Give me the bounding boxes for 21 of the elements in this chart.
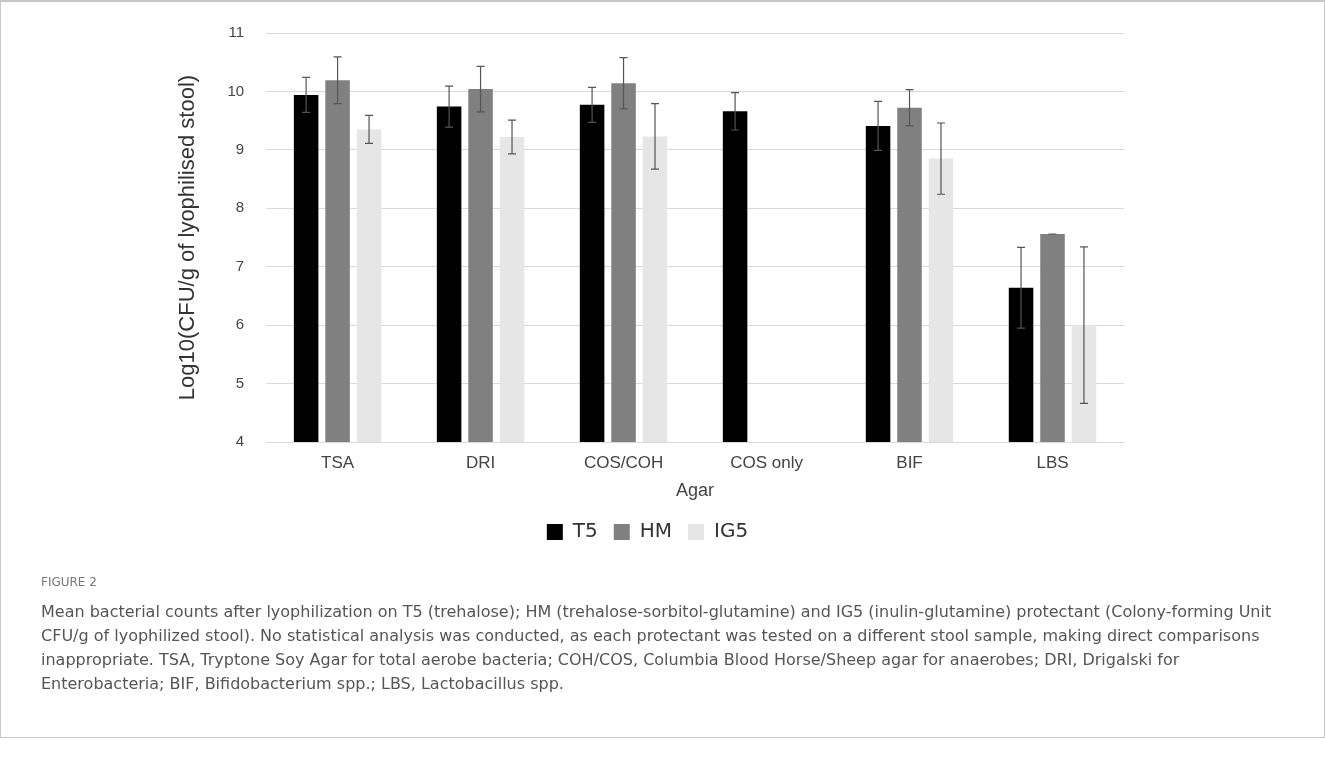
y-tick-label: 9	[235, 140, 245, 157]
y-tick-label: 4	[235, 432, 245, 450]
x-tick-label: COS only	[730, 452, 804, 472]
x-tick-label: DRI	[465, 452, 496, 472]
y-tick-label: 6	[235, 315, 245, 333]
y-tick-label: 8	[235, 198, 245, 216]
x-tick-label: BIF	[896, 452, 923, 472]
legend-label: HM	[639, 518, 673, 543]
legend-label: IG5	[714, 518, 749, 543]
legend-label: T5	[571, 518, 598, 543]
y-axis-title: Log10(CFU/g of lyophilised stool)	[174, 74, 200, 401]
text: Mean bacterial counts after lyophilization on T5 (trehalose); HM (trehalose-sorbitol-glutamine) and IG5 (inulin-glutamine) protectant (Colony-forming Unit CFU/g of lyophilized stool). No statistical analysis was conducted, as each protectant was tested on a different stool sample, making direct comparisons inappropriate. TSA, Tryptone Soy Agar for total aerobe bacteria; COH/COS, Columbia Blood Horse/Sheep agar for anaerobes; DRI, Drigalski for Enterobacteria; BIF, Bifidobacterium spp.; LBS, Lactobacillus spp.	[41, 601, 1273, 695]
x-tick-label: LBS	[1036, 452, 1069, 472]
caption: FIGURE 2	[41, 574, 98, 591]
y-tick-label: 5	[235, 373, 245, 391]
y-tick-label: 7	[235, 256, 245, 274]
x-axis-title: Agar	[676, 480, 715, 501]
y-tick-label: 10	[227, 81, 245, 99]
x-tick-label: TSA	[321, 452, 355, 472]
y-tick-label: 11	[228, 23, 245, 41]
x-tick-label: COS/COH	[583, 452, 664, 472]
